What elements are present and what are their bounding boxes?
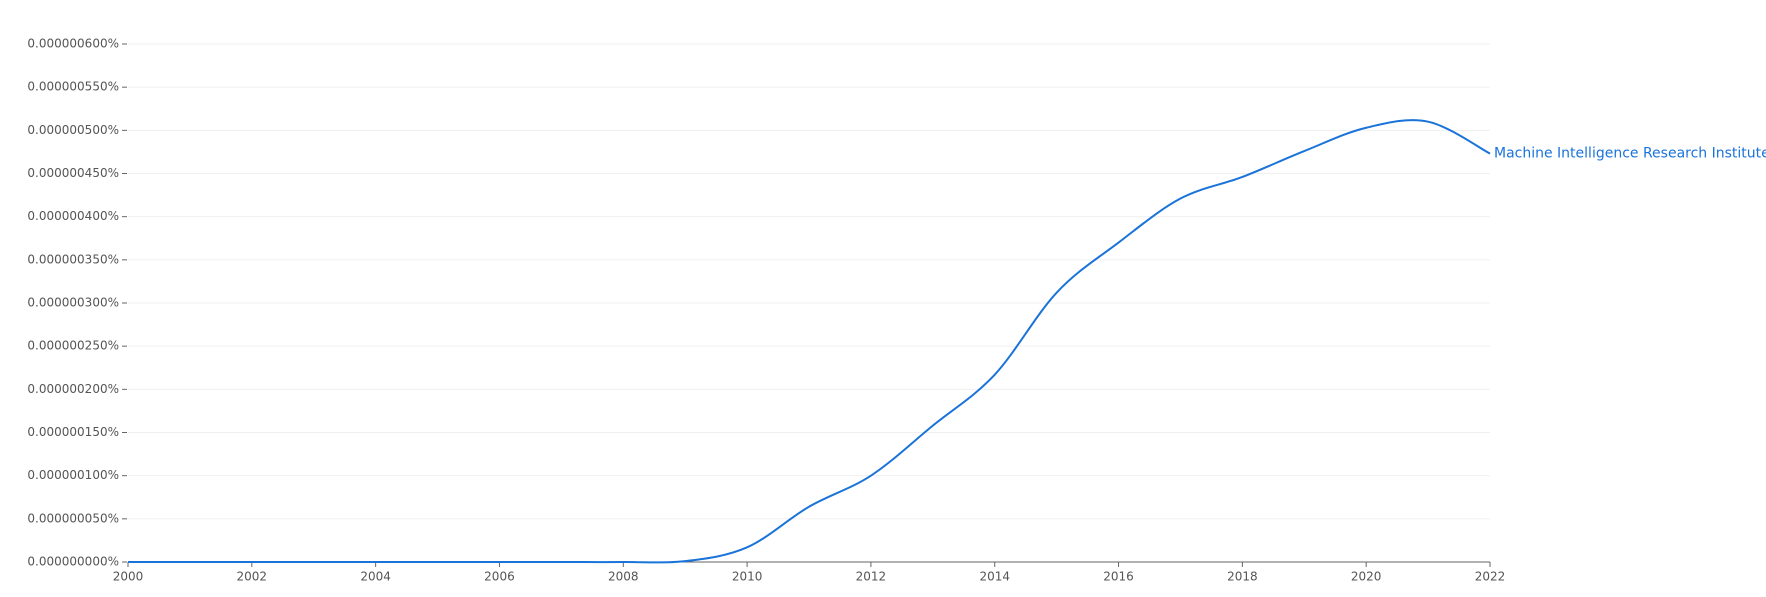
y-tick-label: 0.000000300%	[27, 296, 119, 310]
y-tick-label: 0.000000600%	[27, 37, 119, 51]
y-tick-label: 0.000000550%	[27, 80, 119, 94]
line	[128, 119, 1491, 564]
x-tick-label: 2002	[237, 570, 268, 584]
x-tick-label: 2020	[1351, 570, 1382, 584]
x-tick-label: 2022	[1475, 570, 1506, 584]
x-tick-label: 2006	[484, 570, 515, 584]
y-tick-label: 0.000000100%	[27, 468, 119, 482]
x-tick-label: 2004	[360, 570, 391, 584]
y-tick-label: 0.000000450%	[27, 166, 119, 180]
y-tick-label: 0.000000250%	[27, 339, 119, 353]
x-tick-label: 2000	[113, 570, 144, 584]
y-tick-label: 0.000000400%	[27, 209, 119, 223]
y-tick-label: 0.000000000%	[27, 555, 119, 569]
y-tick-label: 0.000000200%	[27, 382, 119, 396]
y-tick-label: 0.000000050%	[27, 511, 119, 525]
x-tick-label: 2016	[1103, 570, 1134, 584]
x-tick-label: 2010	[732, 570, 763, 584]
x-tick-label: 2012	[856, 570, 887, 584]
x-tick-label: 2014	[979, 570, 1010, 584]
series-label: Machine Intelligence Research Institute	[1494, 146, 1766, 162]
x-tick-label: 2008	[608, 570, 639, 584]
y-tick-label: 0.000000150%	[27, 425, 119, 439]
x-tick-label: 2018	[1227, 570, 1258, 584]
y-tick-label: 0.000000500%	[27, 123, 119, 137]
y-tick-label: 0.000000350%	[27, 252, 119, 266]
